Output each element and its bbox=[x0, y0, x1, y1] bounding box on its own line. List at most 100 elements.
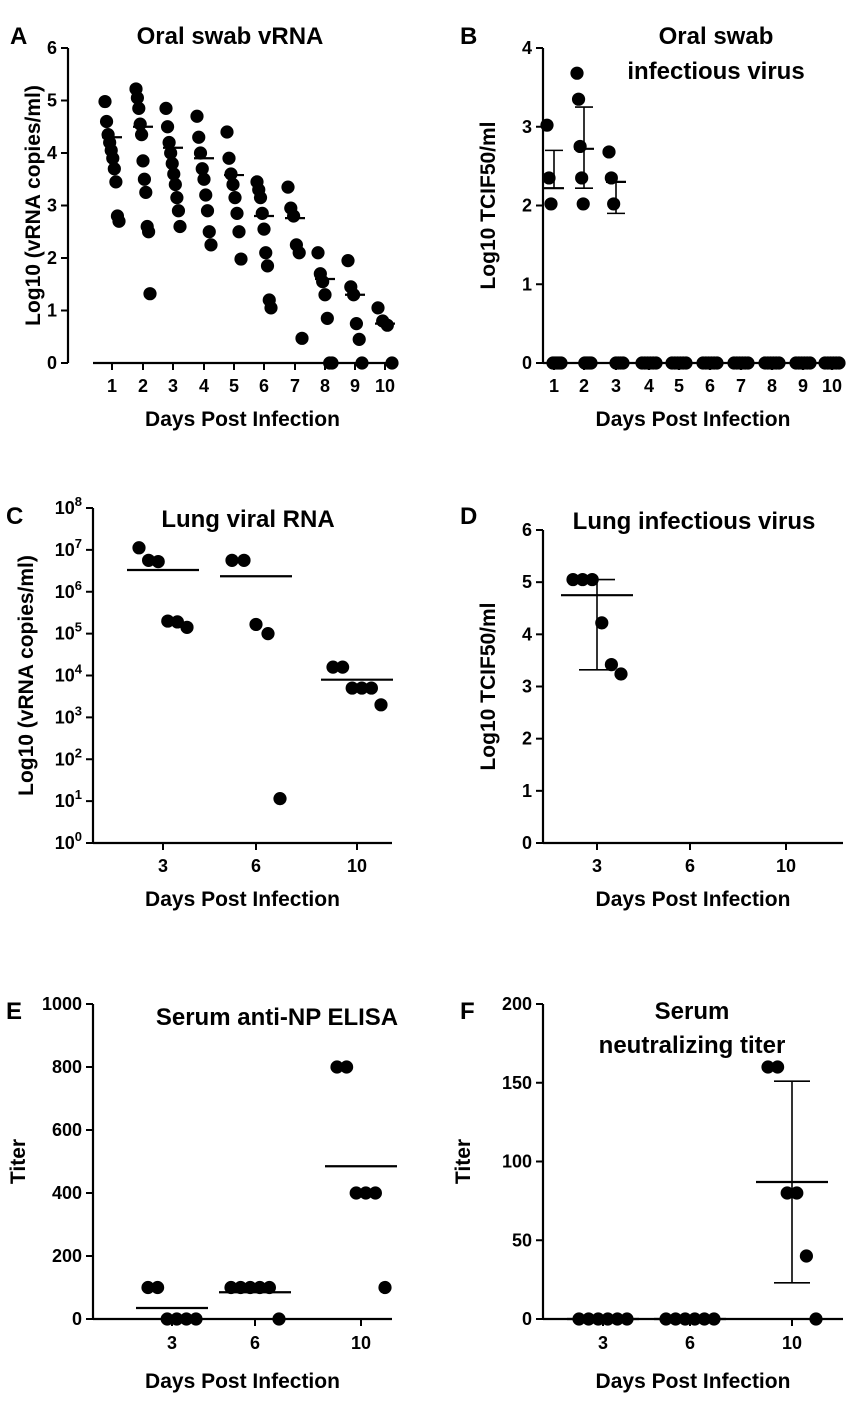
panel-label-e: E bbox=[6, 998, 22, 1025]
data-point-a bbox=[202, 225, 216, 239]
data-point-a bbox=[260, 259, 275, 273]
data-point-a bbox=[226, 177, 240, 192]
x-tick-label-e: 3 bbox=[167, 1333, 177, 1353]
data-point-b bbox=[570, 66, 584, 80]
data-point-e bbox=[349, 1186, 363, 1200]
panel-label-f: F bbox=[460, 998, 475, 1025]
y-axis-title-c: Log10 (vRNA copies/ml) bbox=[15, 555, 38, 796]
data-point-a bbox=[190, 109, 204, 123]
x-axis-title-a: Days Post Infection bbox=[145, 408, 340, 431]
x-tick-label-a: 5 bbox=[229, 376, 239, 396]
data-point-c bbox=[151, 555, 165, 569]
data-point-a bbox=[230, 206, 244, 220]
y-tick-label-d: 3 bbox=[522, 677, 532, 697]
x-tick-label-b: 8 bbox=[767, 376, 777, 396]
data-point-d bbox=[566, 572, 580, 587]
data-point-a bbox=[132, 101, 146, 115]
data-point-a bbox=[355, 356, 369, 370]
data-point-a bbox=[320, 311, 334, 325]
y-tick-label-e: 1000 bbox=[42, 994, 82, 1014]
x-tick-label-f: 3 bbox=[598, 1333, 608, 1353]
x-tick-label-f: 10 bbox=[782, 1333, 802, 1353]
data-point-e bbox=[340, 1060, 354, 1074]
data-point-a bbox=[281, 180, 295, 194]
y-axis-title-e: Titer bbox=[7, 1139, 30, 1184]
data-point-a bbox=[192, 130, 206, 144]
data-point-a bbox=[253, 191, 268, 205]
x-tick-label-b: 4 bbox=[644, 376, 654, 396]
data-point-a bbox=[204, 238, 218, 252]
data-point-a bbox=[199, 188, 213, 202]
x-tick-label-b: 7 bbox=[736, 376, 746, 396]
y-tick-label-a: 1 bbox=[47, 301, 57, 321]
x-tick-label-e: 6 bbox=[250, 1333, 260, 1353]
data-point-c bbox=[142, 553, 156, 567]
data-point-a bbox=[164, 146, 178, 160]
y-tick-label-c: 105 bbox=[55, 620, 82, 644]
x-tick-label-c: 10 bbox=[347, 856, 367, 876]
data-point-a bbox=[173, 219, 187, 234]
data-point-a bbox=[130, 91, 144, 105]
x-tick-label-a: 10 bbox=[375, 376, 395, 396]
data-point-a bbox=[139, 185, 153, 199]
x-axis-title-c: Days Post Infection bbox=[145, 888, 340, 911]
data-point-f bbox=[771, 1060, 785, 1074]
y-tick-label-f: 150 bbox=[502, 1073, 532, 1093]
x-tick-label-d: 10 bbox=[776, 856, 796, 876]
y-tick-label-a: 4 bbox=[47, 143, 57, 163]
y-tick-label-a: 5 bbox=[47, 91, 57, 111]
x-tick-label-c: 3 bbox=[158, 856, 168, 876]
data-point-d bbox=[604, 657, 619, 672]
data-point-a bbox=[259, 246, 273, 260]
data-point-a bbox=[98, 94, 112, 109]
y-tick-label-a: 0 bbox=[47, 353, 57, 373]
panel-title-f: Serum bbox=[655, 998, 730, 1025]
data-point-a bbox=[143, 287, 157, 301]
y-tick-label-e: 200 bbox=[52, 1246, 82, 1266]
data-point-c bbox=[261, 627, 275, 641]
x-tick-label-b: 9 bbox=[798, 376, 808, 396]
data-point-e bbox=[224, 1280, 238, 1295]
data-point-a bbox=[385, 356, 399, 370]
y-tick-label-e: 800 bbox=[52, 1057, 82, 1077]
x-tick-label-b: 10 bbox=[822, 376, 842, 396]
panel-label-a: A bbox=[10, 23, 27, 50]
y-tick-label-c: 106 bbox=[55, 578, 82, 602]
data-point-c bbox=[237, 553, 251, 567]
data-point-b bbox=[575, 171, 589, 185]
data-point-a bbox=[137, 172, 151, 186]
data-point-a bbox=[292, 246, 306, 260]
data-point-c bbox=[180, 620, 194, 634]
x-axis-title-e: Days Post Infection bbox=[145, 1370, 340, 1393]
data-point-a bbox=[316, 275, 330, 289]
data-point-a bbox=[197, 172, 211, 186]
data-point-e bbox=[179, 1312, 193, 1326]
data-point-a bbox=[220, 125, 234, 139]
data-point-a bbox=[200, 204, 215, 218]
y-tick-label-e: 400 bbox=[52, 1183, 82, 1203]
y-tick-label-e: 0 bbox=[72, 1309, 82, 1329]
data-point-c bbox=[374, 698, 388, 712]
y-tick-label-d: 0 bbox=[522, 833, 532, 853]
y-tick-label-d: 2 bbox=[522, 729, 532, 749]
data-point-e bbox=[262, 1280, 276, 1295]
data-point-a bbox=[228, 191, 242, 205]
x-tick-label-b: 5 bbox=[674, 376, 684, 396]
data-point-a bbox=[341, 254, 355, 268]
data-point-c bbox=[132, 541, 146, 555]
panel-title-f-line2: neutralizing titer bbox=[599, 1032, 786, 1059]
data-point-a bbox=[167, 167, 181, 181]
data-point-e bbox=[359, 1186, 373, 1200]
x-tick-label-a: 7 bbox=[290, 376, 300, 396]
y-tick-label-b: 3 bbox=[522, 117, 532, 137]
data-point-a bbox=[311, 246, 325, 260]
data-point-a bbox=[380, 318, 394, 332]
data-point-c bbox=[326, 660, 340, 674]
panel-title-b-line2: infectious virus bbox=[627, 58, 804, 85]
data-point-d bbox=[595, 616, 609, 630]
y-axis-title-a: Log10 (vRNA copies/ml) bbox=[22, 85, 45, 326]
data-point-a bbox=[112, 214, 126, 228]
data-point-a bbox=[168, 177, 182, 192]
data-point-e bbox=[151, 1280, 165, 1295]
